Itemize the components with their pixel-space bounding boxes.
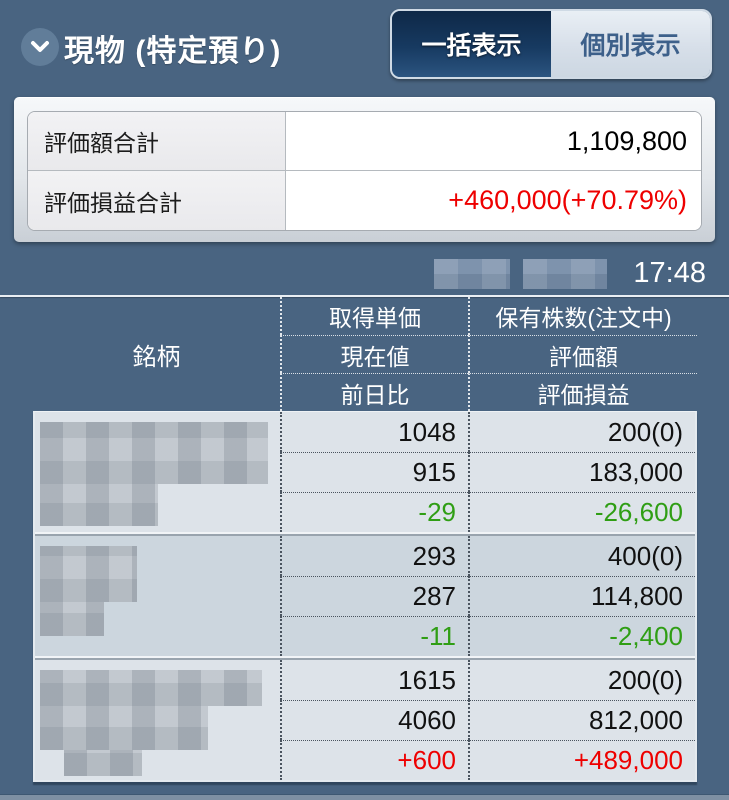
page-title: 現物 (特定預り)	[64, 35, 282, 68]
row-separator	[35, 656, 695, 660]
day-change-cell: -11	[280, 616, 468, 656]
holding-row: 1048 200(0) 915 183,000 -29 -26,600	[35, 412, 695, 532]
next-section-edge	[0, 794, 729, 800]
day-change-cell: -29	[280, 492, 468, 532]
blurred-block	[434, 259, 510, 289]
valuation-cell: 183,000	[468, 452, 695, 492]
acquisition-price-cell: 1048	[280, 412, 468, 452]
blurred-stock-name	[40, 670, 262, 706]
chevron-down-icon	[31, 41, 49, 52]
total-valuation-value: 1,109,800	[286, 112, 701, 171]
valuation-pl-value: -2,400	[609, 621, 683, 651]
valuation-summary-table: 評価額合計 1,109,800 評価損益合計 +460,000(+70.79%)	[27, 111, 702, 231]
stock-name-redacted[interactable]	[35, 660, 280, 780]
day-change-value: -11	[420, 621, 456, 651]
col-header-valuation: 評価額	[468, 335, 697, 373]
valuation-pl-value: +489,000	[573, 745, 683, 775]
valuation-pl-cell: -2,400	[468, 616, 695, 656]
collapse-section-button[interactable]	[21, 28, 59, 66]
col-header-day-change: 前日比	[280, 373, 468, 411]
day-change-cell: +600	[280, 740, 468, 780]
total-pl-value: +460,000(+70.79%)	[286, 171, 701, 230]
header-divider	[0, 295, 729, 297]
stock-name-redacted[interactable]	[35, 536, 280, 656]
blurred-stock-name	[40, 484, 158, 526]
col-header-acquisition-price: 取得単価	[280, 297, 468, 335]
row-separator	[35, 532, 695, 536]
tab-individual-display[interactable]: 個別表示	[551, 11, 710, 77]
tab-batch-display[interactable]: 一括表示	[392, 11, 551, 77]
day-change-value: +600	[397, 745, 456, 775]
total-valuation-label: 評価額合計	[28, 112, 286, 171]
holdings-table: 1048 200(0) 915 183,000 -29 -26,600 293 …	[33, 411, 697, 782]
valuation-summary-panel: 評価額合計 1,109,800 評価損益合計 +460,000(+70.79%)	[14, 97, 715, 242]
blurred-stock-name	[40, 602, 104, 636]
holdings-table-header: 銘柄 取得単価 保有株数(注文中) 現在値 評価額 前日比 評価損益	[33, 297, 697, 411]
col-header-shares-held: 保有株数(注文中)	[468, 297, 697, 335]
col-header-current-price: 現在値	[280, 335, 468, 373]
valuation-cell: 812,000	[468, 700, 695, 740]
redacted-account-info	[434, 259, 607, 289]
acquisition-price-cell: 1615	[280, 660, 468, 700]
shares-held-cell: 200(0)	[468, 660, 695, 700]
blurred-stock-name	[40, 706, 208, 750]
total-pl-amount: +460,000(+70.79%)	[448, 185, 687, 215]
status-row: 17:48	[0, 255, 729, 295]
top-bar: 現物 (特定預り) 一括表示 個別表示	[0, 0, 729, 90]
quote-timestamp: 17:48	[633, 257, 706, 289]
shares-held-cell: 200(0)	[468, 412, 695, 452]
current-price-cell: 287	[280, 576, 468, 616]
total-valuation-amount: 1,109,800	[566, 125, 687, 156]
day-change-value: -29	[418, 497, 456, 527]
display-mode-tabs: 一括表示 個別表示	[390, 9, 712, 79]
holding-row: 293 400(0) 287 114,800 -11 -2,400	[35, 536, 695, 656]
current-price-cell: 915	[280, 452, 468, 492]
total-pl-label: 評価損益合計	[28, 171, 286, 230]
blurred-stock-name	[64, 750, 142, 776]
valuation-pl-cell: -26,600	[468, 492, 695, 532]
blurred-block	[523, 259, 607, 289]
stock-name-redacted[interactable]	[35, 412, 280, 532]
blurred-stock-name	[40, 546, 137, 602]
blurred-stock-name	[40, 422, 268, 484]
holding-row: 1615 200(0) 4060 812,000 +600 +489,000	[35, 660, 695, 780]
col-header-valuation-pl: 評価損益	[468, 373, 697, 411]
col-header-symbol: 銘柄	[132, 343, 181, 371]
current-price-cell: 4060	[280, 700, 468, 740]
shares-held-cell: 400(0)	[468, 536, 695, 576]
valuation-pl-value: -26,600	[594, 497, 683, 527]
valuation-pl-cell: +489,000	[468, 740, 695, 780]
valuation-cell: 114,800	[468, 576, 695, 616]
acquisition-price-cell: 293	[280, 536, 468, 576]
